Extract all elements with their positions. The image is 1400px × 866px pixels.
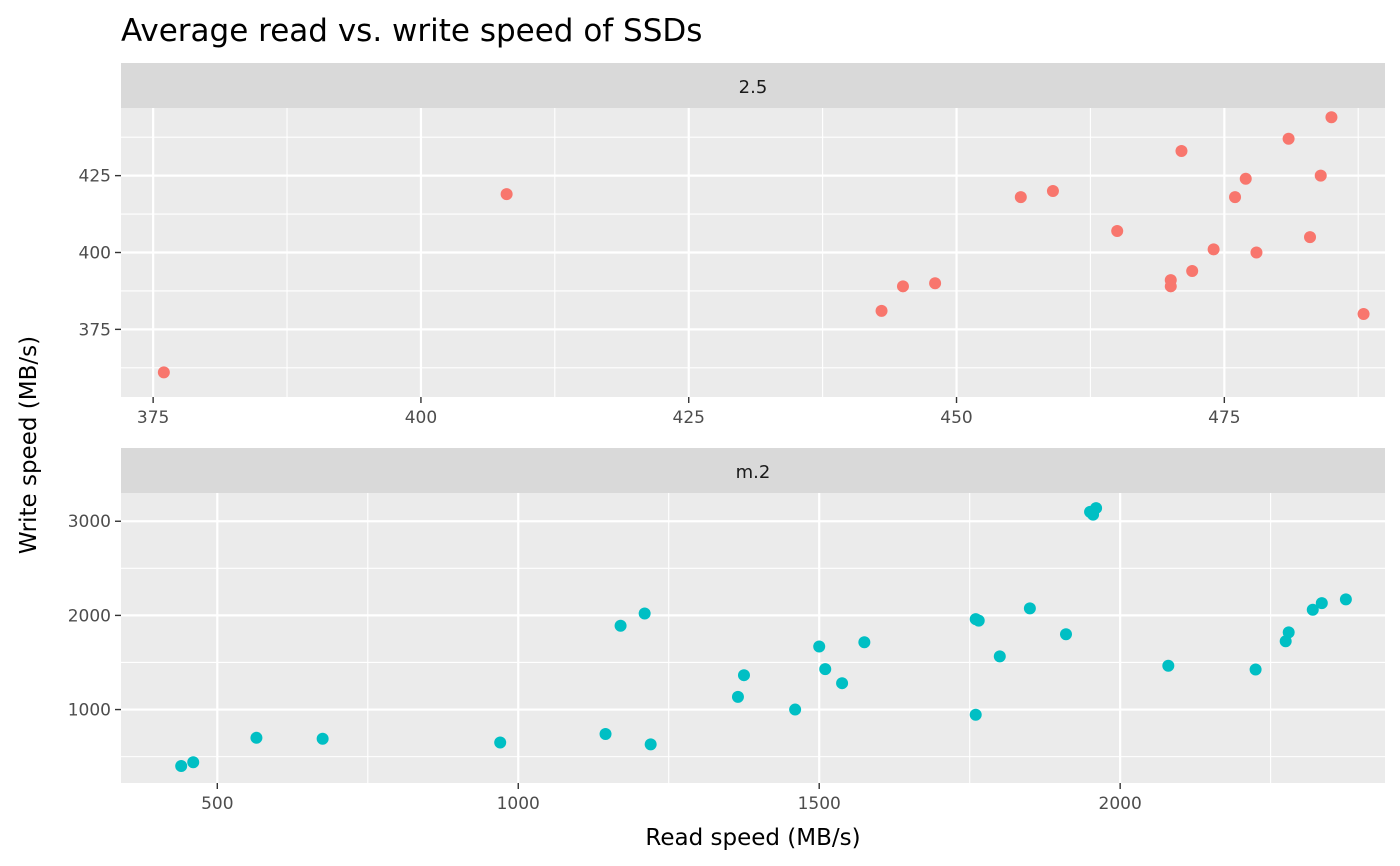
data-point [614,619,627,632]
data-point [1090,502,1103,515]
data-point [500,188,513,201]
x-tick-label: 375 [137,408,169,428]
axes: 500 1000 1500 2000 1000 2000 3000 [68,512,1142,814]
data-point [1304,231,1317,244]
data-point [1014,191,1027,204]
data-point [1162,659,1175,672]
data-point [599,728,612,741]
data-point [813,640,826,653]
data-point [1111,224,1124,237]
axes: 375 400 425 450 475 375 400 425 [79,167,1241,428]
data-point [737,669,750,682]
data-point [993,650,1006,663]
gridlines [121,108,1385,397]
data-point [494,736,507,749]
data-point [1229,191,1242,204]
data-point [972,614,985,627]
x-tick-label: 2000 [1099,794,1142,814]
data-points [157,111,1370,379]
y-tick-label: 1000 [68,701,111,721]
data-point [836,677,849,690]
data-point [157,366,170,379]
data-point [789,703,802,716]
facet-strip [121,448,1385,493]
data-point [1249,663,1262,676]
data-point [1207,243,1220,256]
x-tick-label: 1500 [798,794,841,814]
data-point [1339,593,1352,606]
facet-panel-2-5: 2.5 375 400 425 450 475 375 400 425 [79,63,1385,428]
data-point [1314,169,1327,182]
data-point [1186,264,1199,277]
y-tick-label: 375 [79,320,111,340]
x-tick-label: 450 [940,408,972,428]
data-point [1250,246,1263,259]
facet-strip [121,63,1385,108]
data-point [1175,145,1188,158]
data-point [187,756,200,769]
x-tick-label: 400 [405,408,437,428]
data-point [896,280,909,293]
x-axis-title: Read speed (MB/s) [645,825,860,851]
data-point [858,636,871,649]
data-point [1282,626,1295,639]
data-point [819,663,832,676]
y-tick-label: 400 [79,244,111,264]
x-tick-label: 500 [201,794,233,814]
y-tick-label: 425 [79,167,111,187]
data-point [1059,628,1072,641]
facet-strip-label: 2.5 [739,77,768,98]
facet-strip-label: m.2 [736,462,771,483]
data-point [1357,307,1370,320]
data-point [929,277,942,290]
data-point [1239,172,1252,185]
chart-title: Average read vs. write speed of SSDs [121,13,702,49]
y-tick-label: 2000 [68,606,111,626]
y-tick-label: 3000 [68,512,111,532]
data-point [1306,603,1319,616]
data-point [316,732,329,745]
y-axis-title: Write speed (MB/s) [16,336,42,554]
data-point [1023,602,1036,615]
facet-panel-m-2: m.2 500 1000 1500 2000 1000 2000 3000 [68,448,1385,814]
x-tick-label: 425 [673,408,705,428]
x-tick-label: 1000 [497,794,540,814]
data-point [1315,597,1328,610]
data-point [1325,111,1338,124]
data-point [731,690,744,703]
data-point [644,738,657,751]
data-point [1282,132,1295,145]
data-point [969,708,982,721]
data-point [175,760,188,773]
panel-background [121,493,1385,783]
data-points [175,502,1352,773]
data-point [638,607,651,620]
x-tick-label: 475 [1208,408,1240,428]
data-point [1046,185,1059,198]
data-point [1164,280,1177,293]
data-point [250,731,263,744]
data-point [875,304,888,317]
gridlines [121,493,1385,783]
